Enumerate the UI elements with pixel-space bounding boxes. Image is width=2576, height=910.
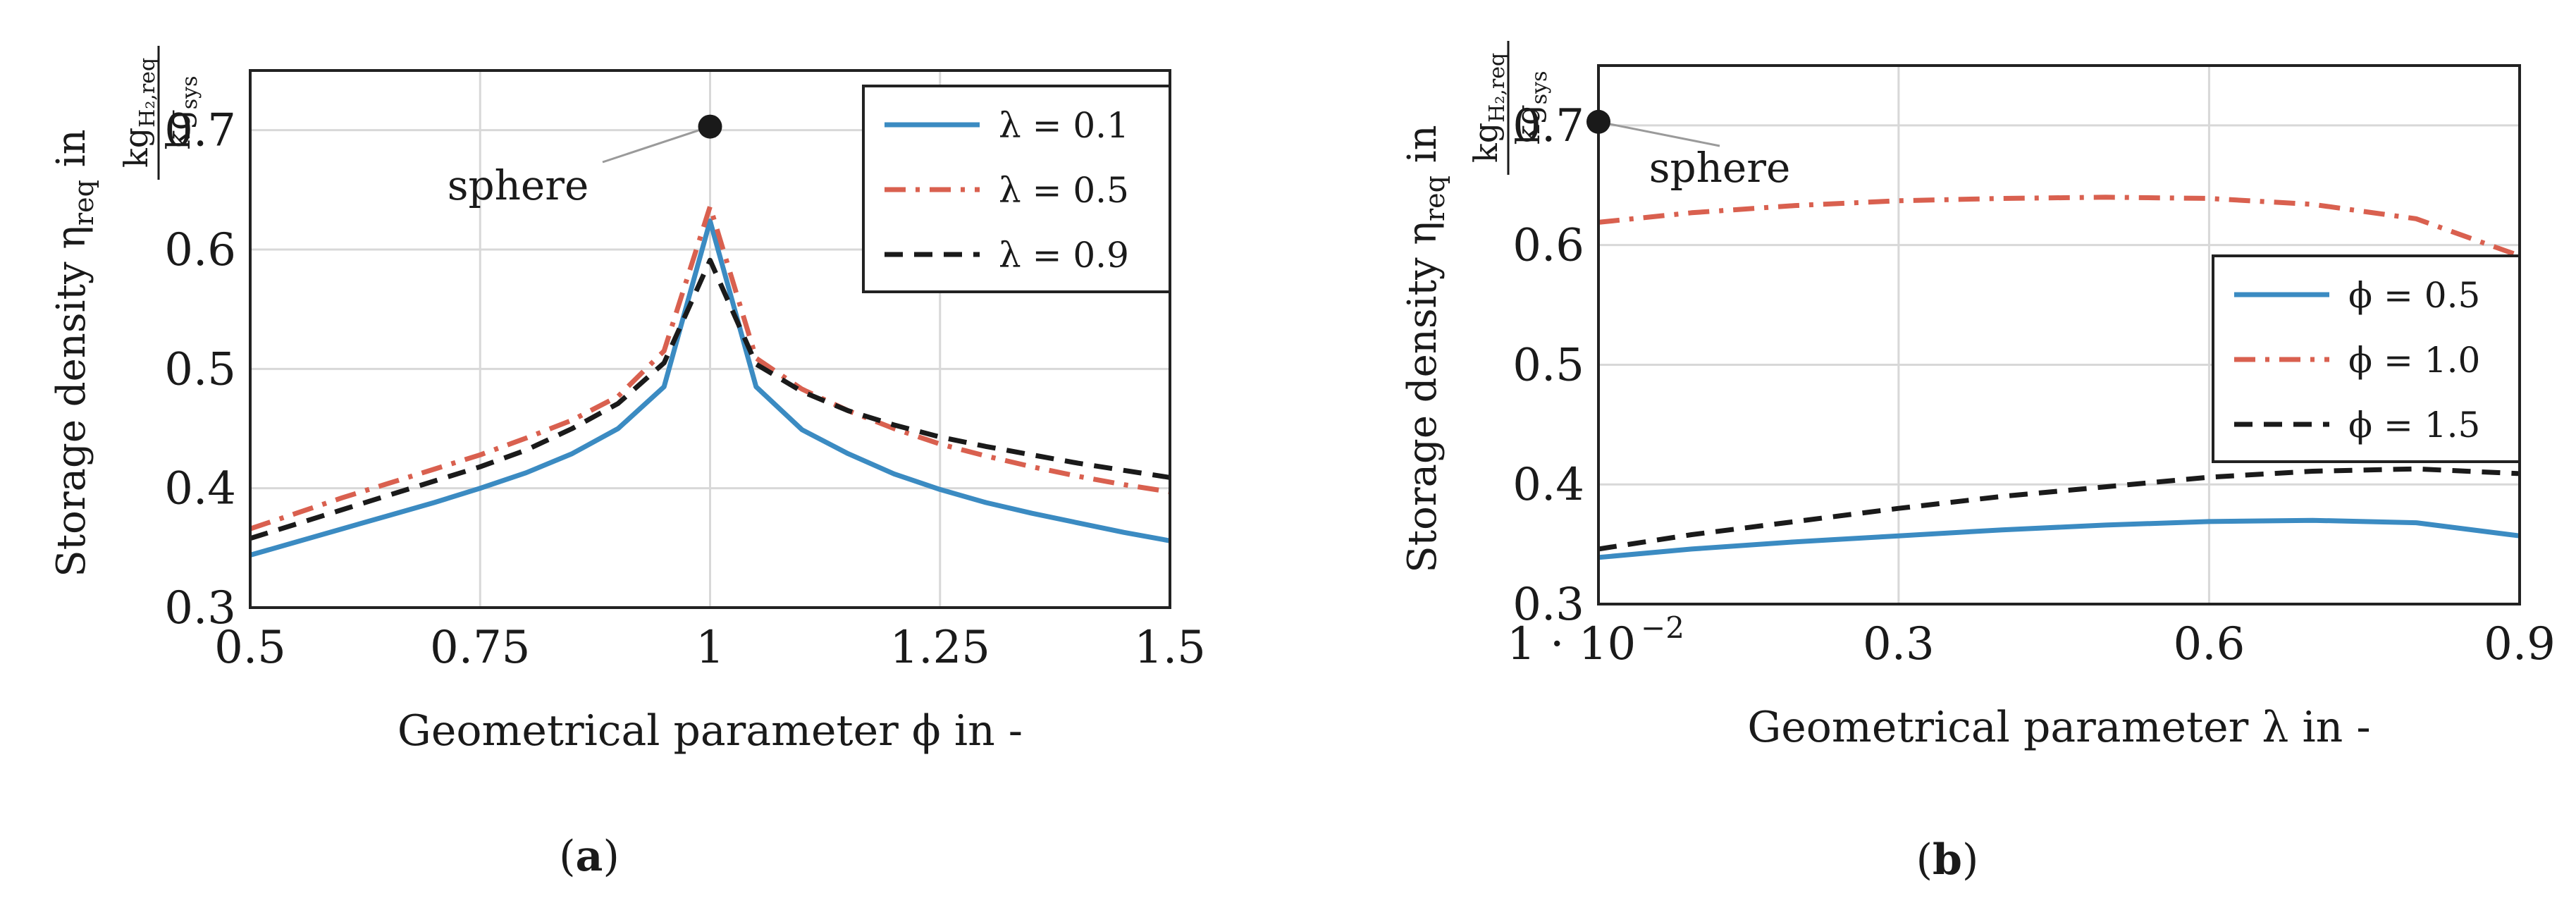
panel-label-letter: a — [576, 832, 603, 881]
x-tick-label: 1.5 — [1134, 622, 1206, 674]
series-line-3 — [249, 257, 1171, 541]
panel-label: (b) — [1916, 835, 1979, 885]
y-axis-label-main: Storage density η — [49, 226, 94, 577]
unit-numerator: kgH₂,req — [1467, 53, 1510, 163]
y-axis-label: Storage density ηreq in — [49, 129, 99, 577]
plot-frame — [249, 69, 1171, 609]
x-tick-label: 0.75 — [430, 622, 531, 674]
panel-b: 0.3 0.4 0.5 0.6 0.7 1 · 10 −2 0.3 0.6 0.9 Geometri… — [1400, 41, 2556, 885]
y-tick-label: 0.3 — [1512, 579, 1584, 631]
series-line-2 — [1598, 195, 2521, 259]
unit-numerator-base: kg — [117, 128, 155, 168]
x-tick-label: 0.5 — [214, 622, 286, 674]
x-tick-exponent: −2 — [1641, 610, 1684, 645]
y-tick-label: 0.4 — [164, 463, 236, 515]
y-axis-label-main: Storage density η — [1400, 221, 1446, 573]
unit-numerator-sub: H₂,req — [135, 58, 160, 128]
series-line-1 — [249, 218, 1171, 558]
panel-label-open: ( — [559, 832, 575, 881]
unit-denominator-base: kg — [1509, 104, 1547, 145]
y-axis-label-in: in — [1400, 125, 1446, 176]
unit-denominator: kgsys — [1509, 70, 1552, 145]
x-tick-label: 0.6 — [2174, 618, 2245, 670]
panel-label-close: ) — [1962, 835, 1978, 885]
unit-numerator-sub: H₂,req — [1485, 53, 1510, 123]
x-tick-label: 1 · 10 — [1507, 618, 1636, 670]
panel-label-open: ( — [1916, 835, 1933, 885]
sphere-point — [1586, 109, 1610, 134]
unit-denominator-sub: sys — [178, 75, 202, 109]
x-axis-label: Geometrical parameter ϕ in - — [398, 706, 1023, 756]
y-tick-label: 0.3 — [164, 582, 236, 634]
unit-numerator: kgH₂,req — [117, 58, 160, 168]
legend-label-3: ϕ = 1.5 — [2348, 405, 2480, 445]
x-axis-label: Geometrical parameter λ in - — [1747, 703, 2370, 752]
series-line-3 — [1598, 466, 2520, 552]
legend-label-1: λ = 0.1 — [999, 105, 1129, 146]
legend: ϕ = 0.5 ϕ = 1.0 ϕ = 1.5 — [2212, 254, 2521, 463]
legend-label-1: ϕ = 0.5 — [2348, 275, 2480, 316]
unit-denominator-base: kg — [159, 109, 197, 149]
panel-label-letter: b — [1933, 835, 1962, 885]
legend-box — [2212, 254, 2521, 463]
x-tick-label: 1 — [696, 622, 725, 674]
annotation-leader — [1598, 121, 1720, 147]
x-tick-label: 0.3 — [1863, 618, 1935, 670]
legend-label-2: ϕ = 1.0 — [2348, 340, 2480, 381]
series-line-1 — [1598, 517, 2520, 560]
y-axis-label: Storage density ηreq in — [1400, 125, 1450, 573]
legend-label-3: λ = 0.9 — [999, 235, 1129, 276]
panel-label-close: ) — [603, 832, 619, 881]
y-axis-label-in: in — [49, 129, 94, 180]
y-axis-label-sub: req — [68, 180, 99, 226]
legend-box — [862, 85, 1171, 293]
series-line-2 — [249, 204, 1171, 531]
sphere-point — [698, 114, 722, 139]
legend-label-2: λ = 0.5 — [999, 170, 1129, 211]
y-tick-label: 0.7 — [1512, 100, 1584, 152]
y-tick-label: 0.6 — [164, 224, 236, 276]
y-axis-label-sub: req — [1419, 176, 1450, 221]
x-tick-label: 0.9 — [2484, 618, 2556, 670]
y-tick-label: 0.7 — [164, 105, 236, 157]
x-tick-label: 1.25 — [890, 622, 991, 674]
unit-denominator-sub: sys — [1527, 70, 1552, 104]
unit-denominator: kgsys — [159, 75, 202, 149]
annotation-leader — [602, 125, 710, 164]
panel-label: (a) — [559, 832, 620, 881]
annotation-label: sphere — [1649, 144, 1791, 192]
legend: λ = 0.1 λ = 0.5 λ = 0.9 — [862, 85, 1171, 293]
y-tick-label: 0.4 — [1512, 459, 1584, 511]
y-tick-label: 0.5 — [1512, 339, 1584, 391]
unit-numerator-base: kg — [1467, 123, 1505, 163]
annotation-label: sphere — [448, 161, 589, 209]
panel-a: 0.3 0.4 0.5 0.6 0.7 0.5 0.75 1 1.25 1.5 Geometrica… — [49, 46, 1206, 881]
y-tick-label: 0.5 — [164, 343, 236, 395]
y-tick-label: 0.6 — [1512, 220, 1584, 272]
